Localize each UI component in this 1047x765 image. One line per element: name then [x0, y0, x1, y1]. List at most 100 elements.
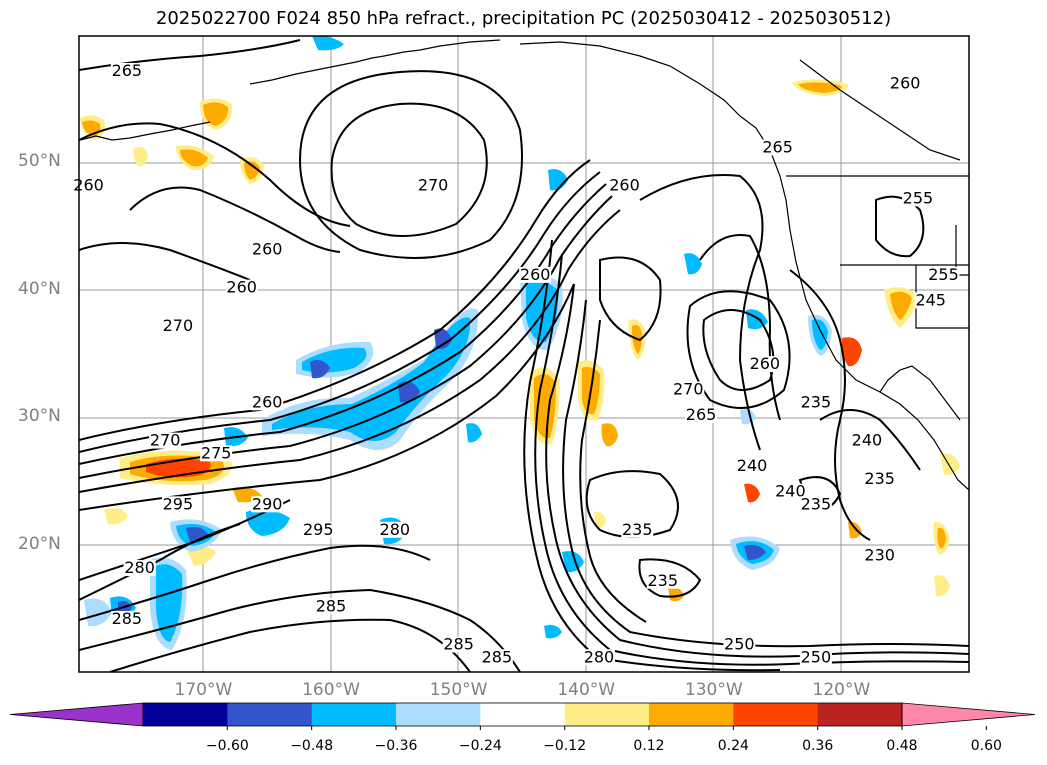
contour-label-bg [901, 190, 934, 207]
contour-label: 280 [380, 520, 411, 539]
contour-label: 265 [762, 137, 793, 156]
colorbar-extend-high [901, 702, 1036, 727]
contour-label: 255 [903, 188, 934, 207]
contour-label-bg [519, 266, 552, 283]
lat-label: 50°N [18, 151, 61, 172]
map-title: 2025022700 F024 850 hPa refract., precip… [155, 8, 892, 29]
contour-label: 255 [928, 265, 959, 284]
lon-label: 150°W [429, 680, 488, 700]
colorbar-tick-label: −0.48 [290, 738, 334, 754]
contour-label-bg [72, 177, 105, 194]
contour-label: 265 [686, 405, 717, 424]
lat-label: 40°N [18, 278, 61, 299]
contour-label-bg [251, 496, 284, 513]
contour-label-bg [582, 649, 615, 666]
contour-label-bg [889, 75, 922, 92]
colorbar-tick-label: 0.36 [802, 738, 834, 754]
colorbar-segment [733, 703, 819, 726]
contour-label: 235 [647, 571, 678, 590]
contour-label-bg [672, 381, 705, 398]
contour-label: 260 [750, 354, 781, 373]
contour-label-bg [480, 649, 513, 666]
lon-label: 160°W [302, 680, 360, 700]
colorbar-tick-label: 0.60 [970, 738, 1002, 754]
colorbar-tick-label: −0.36 [374, 738, 418, 754]
contour-label: 270 [673, 380, 704, 399]
contour-label: 280 [584, 647, 615, 666]
contour-label: 260 [609, 176, 640, 195]
colorbar-segment [396, 703, 481, 726]
contour-label: 285 [316, 596, 347, 615]
contour-label-bg [225, 279, 258, 296]
contour-label: 260 [520, 265, 551, 284]
contour-label: 285 [443, 635, 474, 654]
colorbar-frame [142, 702, 903, 727]
contour-label: 250 [724, 635, 755, 654]
lat-label: 30°N [18, 406, 61, 427]
contour-label: 235 [864, 469, 895, 488]
contour-label-bg [161, 317, 194, 334]
colorbar-tick-label: −0.60 [205, 738, 249, 754]
contour-label-bg [850, 432, 883, 449]
colorbar-segment [649, 703, 734, 726]
colorbar-segment [564, 703, 650, 726]
lon-label: 130°W [684, 680, 743, 700]
lon-label: 120°W [812, 680, 871, 700]
lon-label: 140°W [557, 680, 616, 700]
colorbar-tick-label: −0.12 [543, 738, 587, 754]
contour-label-bg [251, 241, 284, 258]
lon-label: 170°W [174, 680, 233, 700]
contour-label: 270 [163, 316, 194, 335]
contour-label: 270 [150, 431, 181, 450]
contour-label-bg [149, 432, 182, 449]
contour-label-bg [799, 496, 832, 513]
contour-label: 240 [852, 431, 883, 450]
contour-label-bg [442, 636, 475, 653]
contour-label-bg [863, 547, 896, 564]
refractivity-contours [79, 39, 969, 672]
colorbar-segment [817, 703, 903, 726]
colorbar-tick-label: 0.48 [886, 738, 918, 754]
plot-frame [78, 35, 970, 673]
contour-label: 280 [124, 558, 155, 577]
contour-label: 285 [112, 609, 143, 628]
contour-label: 285 [482, 647, 513, 666]
contour-label-bg [302, 521, 335, 538]
contour-label: 295 [163, 494, 194, 513]
contour-label-bg [110, 611, 143, 628]
colorbar-tick-label: 0.24 [717, 738, 749, 754]
contour-label-bg [621, 521, 654, 538]
colorbar-tick-label: −0.24 [458, 738, 502, 754]
contour-label: 260 [226, 278, 257, 297]
contour-label: 260 [252, 392, 283, 411]
contour-label-bg [161, 496, 194, 513]
contour-label: 260 [252, 239, 283, 258]
colorbar-segment [311, 703, 397, 726]
contour-label-bg [799, 394, 832, 411]
contour-label: 275 [201, 443, 232, 462]
contour-label: 250 [801, 647, 832, 666]
colorbar-tick-label: 0.12 [633, 738, 665, 754]
contour-labels: 265 260 270 260 260 270 260 260 265 260 255 255 245 2… [72, 61, 960, 666]
contour-label: 265 [112, 61, 143, 80]
contour-label: 235 [801, 392, 832, 411]
contour-label: 240 [775, 482, 806, 501]
contour-label-bg [761, 139, 794, 156]
contour-label-bg [608, 177, 641, 194]
contour-label-bg [799, 649, 832, 666]
contour-label-bg [315, 598, 348, 615]
colorbar-segment [143, 703, 228, 726]
contour-label: 230 [864, 545, 895, 564]
contour-label-bg [863, 470, 896, 487]
colorbar-extend-low [9, 702, 144, 727]
contour-label-bg [123, 560, 156, 577]
contour-label: 260 [73, 176, 104, 195]
contour-label: 295 [303, 520, 334, 539]
contour-label-bg [736, 458, 769, 475]
colorbar-segment [480, 703, 566, 726]
contour-label-bg [378, 521, 411, 538]
contour-label: 235 [801, 494, 832, 513]
contour-label-bg [723, 636, 756, 653]
